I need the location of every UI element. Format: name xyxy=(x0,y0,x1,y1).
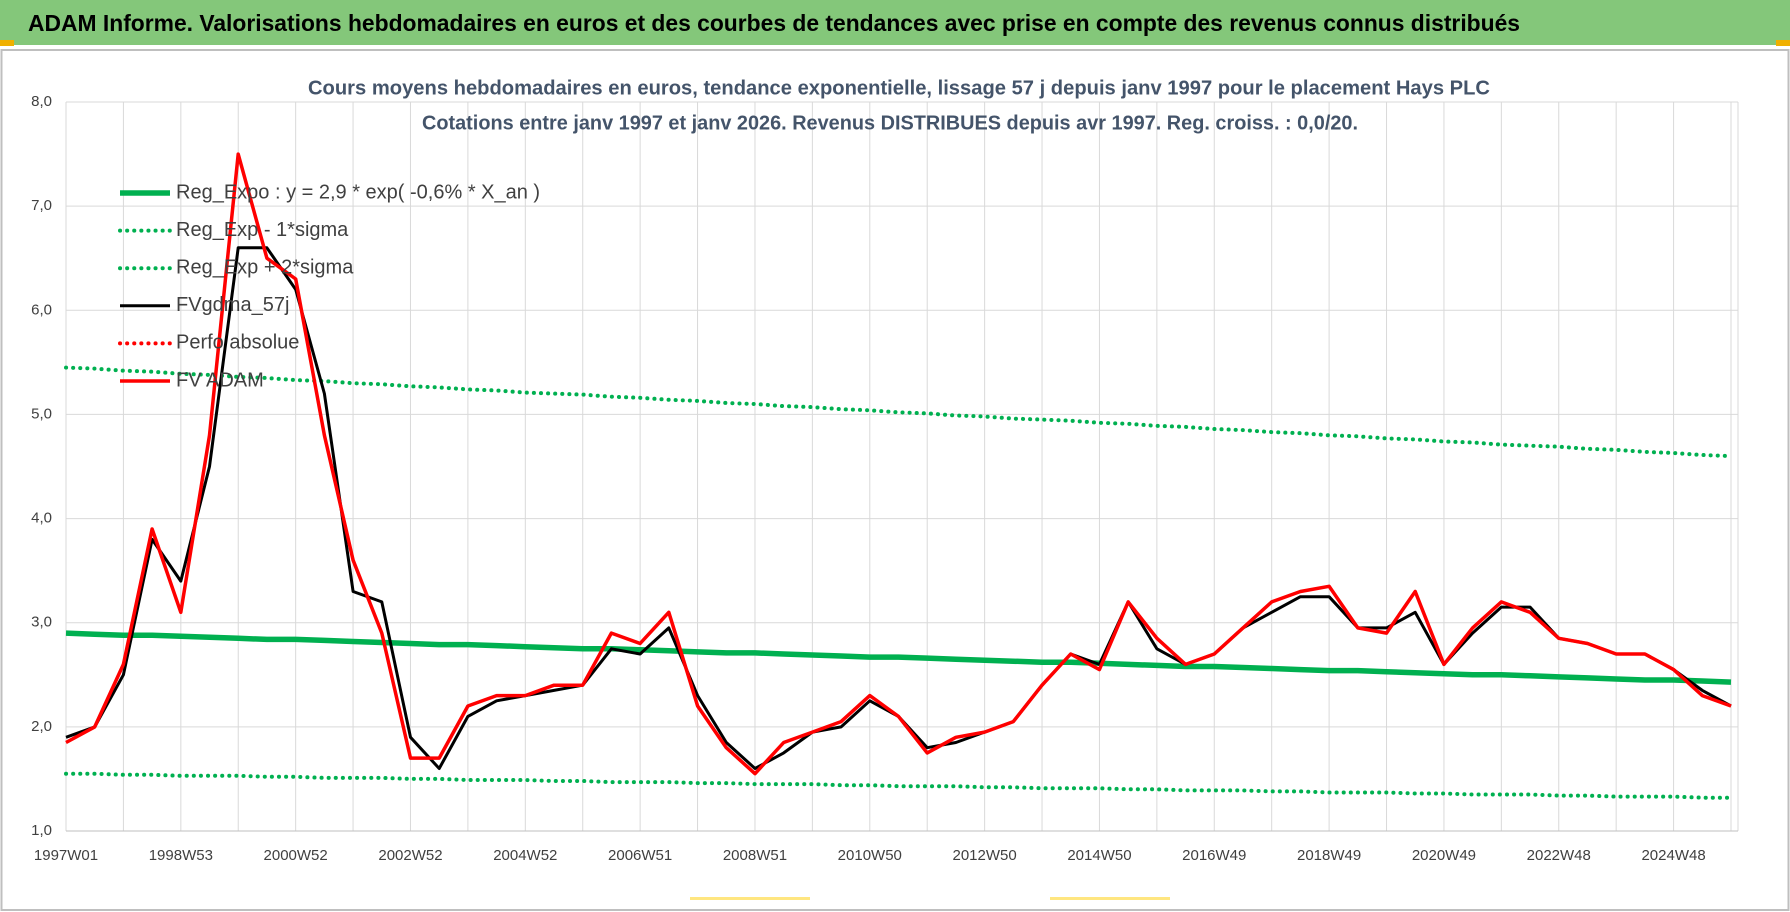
y-tick-label: 3,0 xyxy=(31,614,52,631)
x-tick-label: 2008W51 xyxy=(723,847,787,864)
series-line xyxy=(65,152,1732,776)
corner-mark xyxy=(1776,40,1790,46)
series-line xyxy=(65,630,1732,685)
x-tick-label: 2022W48 xyxy=(1527,847,1591,864)
header-bar xyxy=(0,0,1790,45)
x-tick-label: 2018W49 xyxy=(1297,847,1361,864)
y-tick-label: 2,0 xyxy=(31,718,52,735)
series-line xyxy=(64,771,1733,800)
y-tick-label: 1,0 xyxy=(31,822,52,839)
x-tick-label: 2006W51 xyxy=(608,847,672,864)
x-tick-label: 2020W49 xyxy=(1412,847,1476,864)
y-tick-label: 6,0 xyxy=(31,301,52,318)
y-tick-label: 4,0 xyxy=(31,510,52,527)
legend-label: Perfo absolue xyxy=(176,332,299,354)
legend-label: Reg_Exp + 2*sigma xyxy=(176,256,354,278)
x-tick-label: 2016W49 xyxy=(1182,847,1246,864)
x-tick-label: 1998W53 xyxy=(149,847,213,864)
y-tick-label: 7,0 xyxy=(31,197,52,214)
x-tick-label: 2012W50 xyxy=(953,847,1017,864)
x-tick-label: 2002W52 xyxy=(378,847,442,864)
x-tick-label: 2014W50 xyxy=(1067,847,1131,864)
chart-subtitle: Cotations entre janv 1997 et janv 2026. … xyxy=(422,112,1358,134)
chart-title: Cours moyens hebdomadaires en euros, ten… xyxy=(308,77,1490,99)
x-tick-label: 1997W01 xyxy=(34,847,98,864)
x-tick-label: 2024W48 xyxy=(1641,847,1705,864)
x-tick-label: 2010W50 xyxy=(838,847,902,864)
plot-area: 1,0 2,0 3,0 4,0 5,0 6,0 7,0 8,0 1997W01 1998W53 20… xyxy=(31,93,1739,864)
x-tick-label: 2000W52 xyxy=(264,847,328,864)
series-line xyxy=(64,365,1733,459)
legend-label: Reg_Expo : y = 2,9 * exp( -0,6% * X_an ) xyxy=(176,181,540,203)
y-tick-label: 8,0 xyxy=(31,93,52,110)
frame-mark xyxy=(1050,897,1170,900)
frame-mark xyxy=(690,897,810,900)
chart-frame xyxy=(0,49,1790,911)
corner-mark xyxy=(0,40,14,46)
legend-label: FVgdma_57j xyxy=(176,294,289,316)
x-tick-label: 2004W52 xyxy=(493,847,557,864)
legend-label: FV ADAM xyxy=(176,369,264,391)
y-tick-label: 5,0 xyxy=(31,405,52,422)
header-title: ADAM Informe. Valorisations hebdomadaire… xyxy=(28,10,1520,36)
legend-label: Reg_Exp - 1*sigma xyxy=(176,219,349,241)
